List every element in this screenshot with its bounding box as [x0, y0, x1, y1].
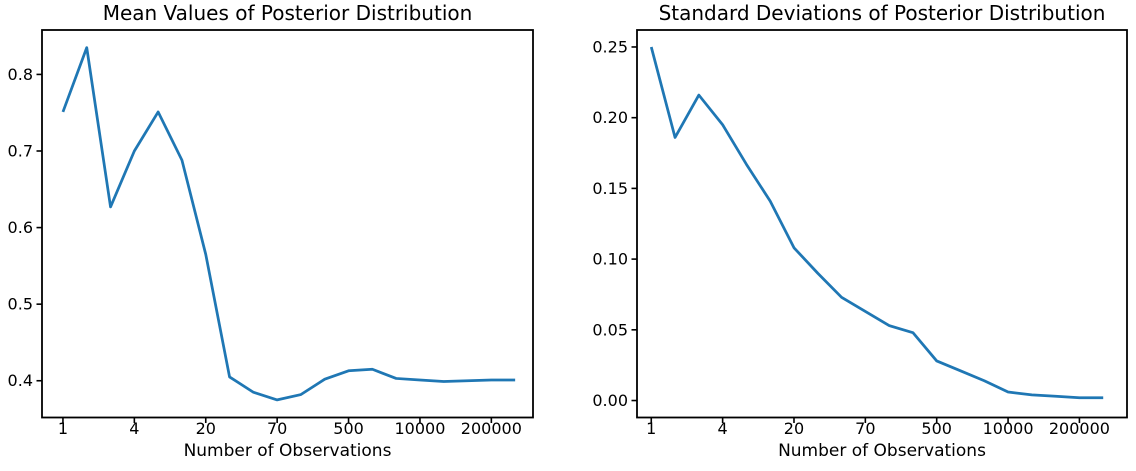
x-tick-label: 200000 [461, 419, 522, 438]
x-tick-label: 70 [855, 419, 875, 438]
y-tick-label: 0.6 [8, 218, 33, 237]
x-tick-label: 4 [129, 419, 139, 438]
left-x-axis-label: Number of Observations [183, 441, 392, 461]
right-chart-title: Standard Deviations of Posterior Distrib… [658, 1, 1106, 25]
series-line [61, 46, 516, 402]
x-tick-label: 1 [646, 419, 656, 438]
x-tick-label: 1 [58, 419, 68, 438]
y-tick-label: 0.20 [592, 108, 628, 127]
left-plot: 1 4 20 70 500 10000 200000 0.4 0.5 0.6 0.7 0.8 [8, 29, 534, 438]
x-tick-label: 500 [333, 419, 364, 438]
y-tick-label: 0.15 [592, 179, 628, 198]
y-tick-label: 0.5 [8, 295, 33, 314]
x-tick-label: 10000 [394, 419, 445, 438]
y-tick-label: 0.05 [592, 320, 628, 339]
x-tick-label: 10000 [983, 419, 1034, 438]
left-chart-title: Mean Values of Posterior Distribution [102, 1, 473, 25]
y-tick-label: 0.00 [592, 391, 628, 410]
y-tick-label: 0.25 [592, 37, 628, 56]
y-tick-label: 0.4 [8, 371, 33, 390]
plot-spine [636, 29, 1128, 419]
x-tick-label: 4 [718, 419, 728, 438]
plot-spine [41, 29, 534, 419]
y-tick-label: 0.7 [8, 141, 33, 160]
x-tick-label: 20 [784, 419, 804, 438]
x-tick-label: 20 [196, 419, 216, 438]
y-tick-label: 0.10 [592, 250, 628, 269]
right-plot: 1 4 20 70 500 10000 200000 0.00 0.05 0.10 0.15 0.20… [592, 29, 1128, 438]
y-tick-label: 0.8 [8, 65, 33, 84]
x-tick-label: 70 [267, 419, 287, 438]
series-line [649, 46, 1104, 400]
right-x-axis-label: Number of Observations [778, 441, 986, 461]
x-tick-label: 200000 [1049, 419, 1110, 438]
x-tick-label: 500 [921, 419, 952, 438]
